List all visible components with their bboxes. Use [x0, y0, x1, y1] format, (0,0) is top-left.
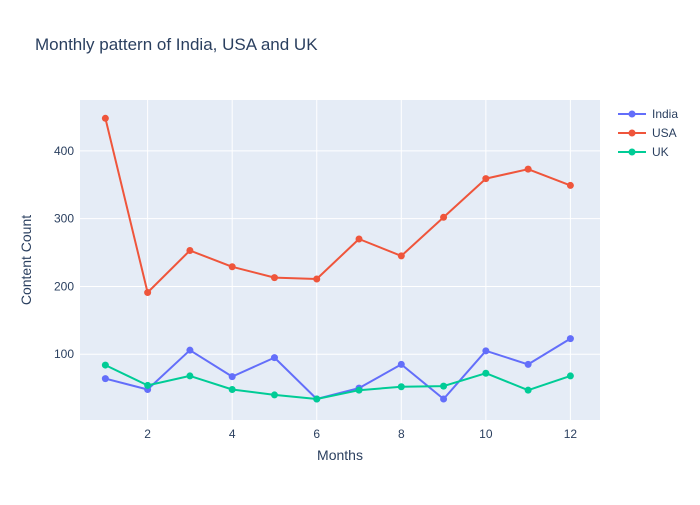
y-tick-label: 100 — [54, 347, 74, 361]
data-point-india[interactable] — [440, 395, 448, 403]
data-point-uk[interactable] — [566, 372, 574, 380]
data-point-usa[interactable] — [397, 252, 405, 260]
data-point-usa[interactable] — [101, 114, 109, 122]
data-point-usa[interactable] — [566, 181, 574, 189]
legend-marker-swatch — [628, 148, 636, 156]
data-point-india[interactable] — [566, 335, 574, 343]
plot-area — [80, 100, 600, 420]
data-point-usa[interactable] — [270, 274, 278, 282]
y-axis-title: Content Count — [18, 215, 34, 305]
data-point-uk[interactable] — [397, 383, 405, 391]
data-point-usa[interactable] — [355, 235, 363, 243]
data-point-usa[interactable] — [524, 165, 532, 173]
x-axis-title: Months — [317, 447, 363, 463]
legend-item-uk[interactable]: UK — [618, 145, 669, 159]
data-point-india[interactable] — [524, 360, 532, 368]
data-point-uk[interactable] — [482, 369, 490, 377]
legend-label: India — [652, 107, 678, 121]
legend-item-india[interactable]: India — [618, 107, 678, 121]
x-tick-label: 6 — [313, 427, 320, 441]
series-line-usa[interactable] — [104, 118, 571, 294]
legend[interactable]: India USA UK — [618, 107, 678, 159]
legend-label: UK — [652, 145, 669, 159]
x-tick-label: 2 — [144, 427, 151, 441]
legend-marker-swatch — [628, 129, 636, 137]
x-tick-label: 8 — [398, 427, 405, 441]
chart-title: Monthly pattern of India, USA and UK — [35, 35, 318, 54]
data-point-india[interactable] — [186, 346, 194, 354]
series-uk[interactable] — [101, 361, 574, 403]
series-usa[interactable] — [101, 114, 574, 297]
data-point-uk[interactable] — [270, 391, 278, 399]
data-point-india[interactable] — [270, 354, 278, 362]
x-tick-label: 10 — [479, 427, 493, 441]
data-point-india[interactable] — [228, 373, 236, 381]
data-point-uk[interactable] — [524, 386, 532, 394]
x-tick-label: 4 — [229, 427, 236, 441]
data-point-uk[interactable] — [186, 372, 194, 380]
data-point-usa[interactable] — [186, 247, 194, 255]
data-point-usa[interactable] — [440, 213, 448, 221]
data-point-uk[interactable] — [313, 395, 321, 403]
data-point-india[interactable] — [397, 360, 405, 368]
data-point-usa[interactable] — [228, 263, 236, 271]
series-line-india[interactable] — [105, 337, 571, 400]
series-line-uk[interactable] — [104, 364, 571, 400]
y-tick-label: 400 — [54, 144, 74, 158]
data-point-india[interactable] — [101, 375, 109, 383]
data-point-usa[interactable] — [482, 175, 490, 183]
legend-label: USA — [652, 126, 677, 140]
data-point-usa[interactable] — [313, 275, 321, 283]
data-point-uk[interactable] — [228, 385, 236, 393]
data-point-india[interactable] — [482, 347, 490, 355]
data-series — [101, 114, 574, 403]
y-tick-label: 300 — [54, 212, 74, 226]
legend-item-usa[interactable]: USA — [618, 126, 677, 140]
data-point-uk[interactable] — [101, 361, 109, 369]
data-point-uk[interactable] — [144, 381, 152, 389]
grid-lines — [80, 100, 600, 420]
x-tick-label: 12 — [564, 427, 578, 441]
data-point-usa[interactable] — [144, 289, 152, 297]
axis-ticks: 2 4 6 8 10 12 100 200 300 400 — [54, 144, 577, 441]
data-point-uk[interactable] — [440, 382, 448, 390]
y-tick-label: 200 — [54, 279, 74, 293]
legend-marker-swatch — [628, 110, 636, 118]
data-point-uk[interactable] — [355, 386, 363, 394]
